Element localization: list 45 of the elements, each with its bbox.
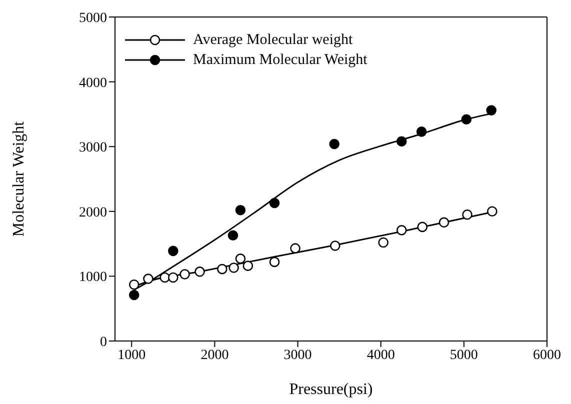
point xyxy=(396,225,407,236)
y-tick-label: 2000 xyxy=(79,205,107,220)
point xyxy=(235,204,246,216)
point xyxy=(461,114,472,125)
point xyxy=(269,198,280,208)
point xyxy=(329,138,340,150)
point xyxy=(128,279,140,290)
point xyxy=(487,206,498,217)
y-tick-label: 0 xyxy=(100,334,107,350)
point xyxy=(228,230,238,241)
point xyxy=(438,217,450,228)
point xyxy=(396,136,407,147)
point xyxy=(143,274,154,284)
x-tick-label: 4000 xyxy=(366,348,395,363)
y-tick-label: 4000 xyxy=(79,76,107,91)
point xyxy=(486,105,496,116)
legend-label: Average Molecular weight xyxy=(193,31,353,50)
x-tick-label: 3000 xyxy=(284,348,312,363)
y-tick-label: 1000 xyxy=(79,270,107,286)
y-tick-label: 3000 xyxy=(79,140,107,156)
point xyxy=(235,254,246,264)
point xyxy=(378,237,388,248)
point xyxy=(417,222,428,232)
point xyxy=(160,272,170,283)
point xyxy=(416,126,427,137)
point xyxy=(180,269,190,280)
legend-label: Maximum Molecular Weight xyxy=(193,51,368,70)
point xyxy=(128,290,140,300)
point xyxy=(168,246,178,256)
x-tick-label: 1000 xyxy=(118,348,146,363)
x-tick-label: 6000 xyxy=(533,348,561,363)
point xyxy=(462,209,472,220)
y-tick-label: 5000 xyxy=(79,10,107,26)
x-tick-label: 5000 xyxy=(450,348,478,363)
point xyxy=(194,266,205,277)
point xyxy=(242,260,254,271)
point xyxy=(168,272,178,283)
point xyxy=(290,243,300,254)
point xyxy=(217,264,228,274)
point xyxy=(269,256,280,268)
x-axis-title: Pressure(psi) xyxy=(289,381,373,398)
point xyxy=(330,240,340,251)
x-tick-label: 2000 xyxy=(200,348,229,363)
y-axis-title: Molecular Weight xyxy=(10,120,28,237)
point xyxy=(228,262,239,273)
